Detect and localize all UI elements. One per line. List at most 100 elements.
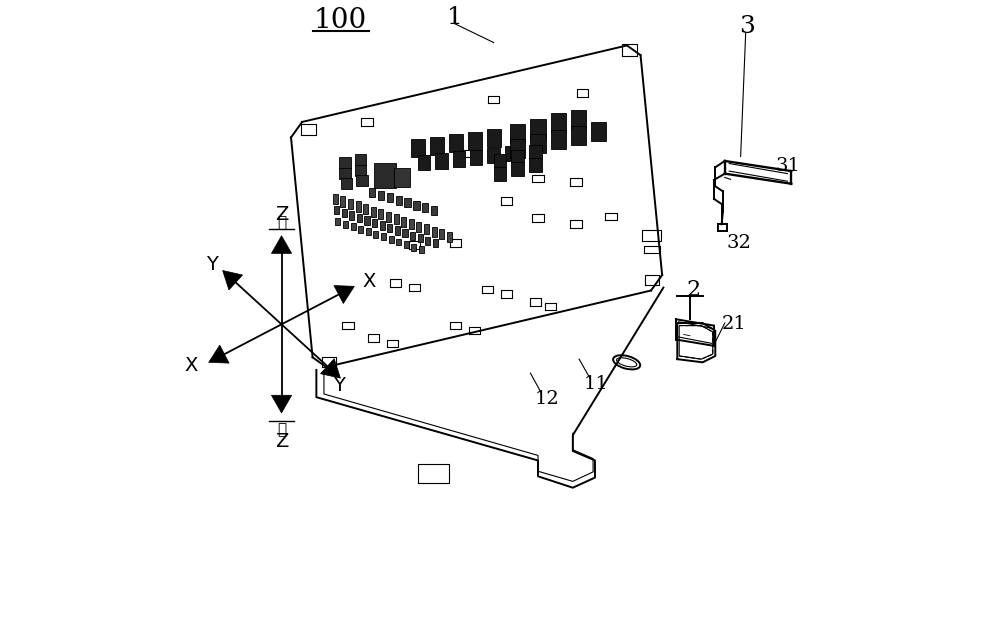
Polygon shape — [431, 206, 437, 215]
Polygon shape — [355, 154, 366, 165]
Polygon shape — [530, 134, 546, 153]
Polygon shape — [386, 212, 391, 222]
Polygon shape — [416, 222, 421, 232]
Polygon shape — [223, 270, 243, 290]
Polygon shape — [389, 236, 394, 243]
Polygon shape — [366, 228, 371, 235]
Text: Y: Y — [333, 377, 345, 395]
Text: X: X — [184, 356, 197, 375]
Text: 31: 31 — [776, 157, 801, 175]
Polygon shape — [404, 241, 409, 248]
Polygon shape — [357, 214, 362, 222]
Polygon shape — [505, 146, 518, 161]
Polygon shape — [356, 175, 368, 186]
Polygon shape — [356, 202, 361, 212]
Polygon shape — [271, 236, 292, 253]
Text: 12: 12 — [534, 390, 559, 408]
Text: 3: 3 — [739, 15, 755, 38]
Text: Z: Z — [275, 432, 288, 451]
Polygon shape — [378, 209, 383, 219]
Polygon shape — [404, 198, 411, 207]
Polygon shape — [591, 121, 606, 141]
Polygon shape — [396, 196, 402, 205]
Polygon shape — [373, 231, 378, 238]
Text: Y: Y — [206, 254, 218, 273]
Text: Z: Z — [275, 205, 288, 225]
Text: 上: 上 — [277, 216, 286, 231]
Polygon shape — [494, 167, 506, 181]
Polygon shape — [396, 238, 401, 245]
Polygon shape — [340, 197, 345, 207]
Polygon shape — [348, 199, 353, 209]
Polygon shape — [334, 286, 354, 303]
Polygon shape — [439, 230, 444, 240]
Polygon shape — [271, 395, 292, 413]
Polygon shape — [425, 237, 430, 245]
Polygon shape — [470, 149, 482, 165]
Polygon shape — [430, 137, 444, 155]
Polygon shape — [432, 227, 437, 237]
Polygon shape — [341, 178, 352, 190]
Polygon shape — [355, 165, 366, 176]
Polygon shape — [358, 226, 363, 233]
Polygon shape — [343, 221, 348, 228]
Polygon shape — [401, 217, 406, 227]
Polygon shape — [447, 232, 452, 242]
Polygon shape — [411, 139, 425, 157]
Polygon shape — [468, 132, 482, 149]
Polygon shape — [372, 219, 377, 227]
Polygon shape — [335, 218, 340, 225]
Polygon shape — [433, 239, 438, 247]
Polygon shape — [453, 151, 465, 167]
Polygon shape — [530, 118, 546, 137]
Polygon shape — [381, 233, 386, 240]
Polygon shape — [321, 359, 340, 378]
Polygon shape — [349, 211, 354, 219]
Polygon shape — [511, 162, 524, 176]
Text: 下: 下 — [277, 422, 286, 438]
Polygon shape — [363, 204, 368, 214]
Polygon shape — [487, 148, 500, 163]
Polygon shape — [374, 163, 396, 188]
Polygon shape — [494, 154, 506, 168]
Polygon shape — [571, 126, 586, 145]
Polygon shape — [551, 113, 566, 132]
Text: 32: 32 — [727, 234, 752, 252]
Polygon shape — [334, 206, 339, 214]
Polygon shape — [511, 149, 524, 163]
Text: 100: 100 — [314, 7, 367, 34]
Polygon shape — [351, 223, 356, 230]
Polygon shape — [510, 123, 525, 142]
Polygon shape — [487, 129, 501, 147]
Polygon shape — [387, 224, 392, 232]
Polygon shape — [378, 191, 384, 200]
Polygon shape — [413, 201, 420, 210]
Polygon shape — [209, 345, 229, 363]
Polygon shape — [411, 244, 416, 251]
Polygon shape — [418, 234, 423, 242]
Polygon shape — [380, 221, 385, 230]
Polygon shape — [339, 168, 351, 179]
Polygon shape — [510, 139, 525, 158]
Text: X: X — [362, 272, 375, 291]
Polygon shape — [369, 188, 375, 197]
Text: 21: 21 — [722, 315, 747, 333]
Polygon shape — [394, 214, 399, 225]
Polygon shape — [571, 109, 586, 128]
Polygon shape — [551, 130, 566, 149]
Polygon shape — [410, 232, 415, 240]
Polygon shape — [529, 158, 542, 172]
Polygon shape — [418, 155, 430, 170]
Polygon shape — [435, 153, 448, 169]
Polygon shape — [387, 193, 393, 202]
Polygon shape — [424, 225, 429, 235]
Polygon shape — [419, 246, 424, 253]
Polygon shape — [395, 226, 400, 235]
Polygon shape — [333, 194, 338, 204]
Polygon shape — [402, 229, 408, 237]
Text: 1: 1 — [447, 6, 462, 29]
Polygon shape — [409, 219, 414, 230]
Text: 11: 11 — [584, 375, 609, 394]
Text: 2: 2 — [686, 279, 700, 300]
Polygon shape — [394, 168, 410, 187]
